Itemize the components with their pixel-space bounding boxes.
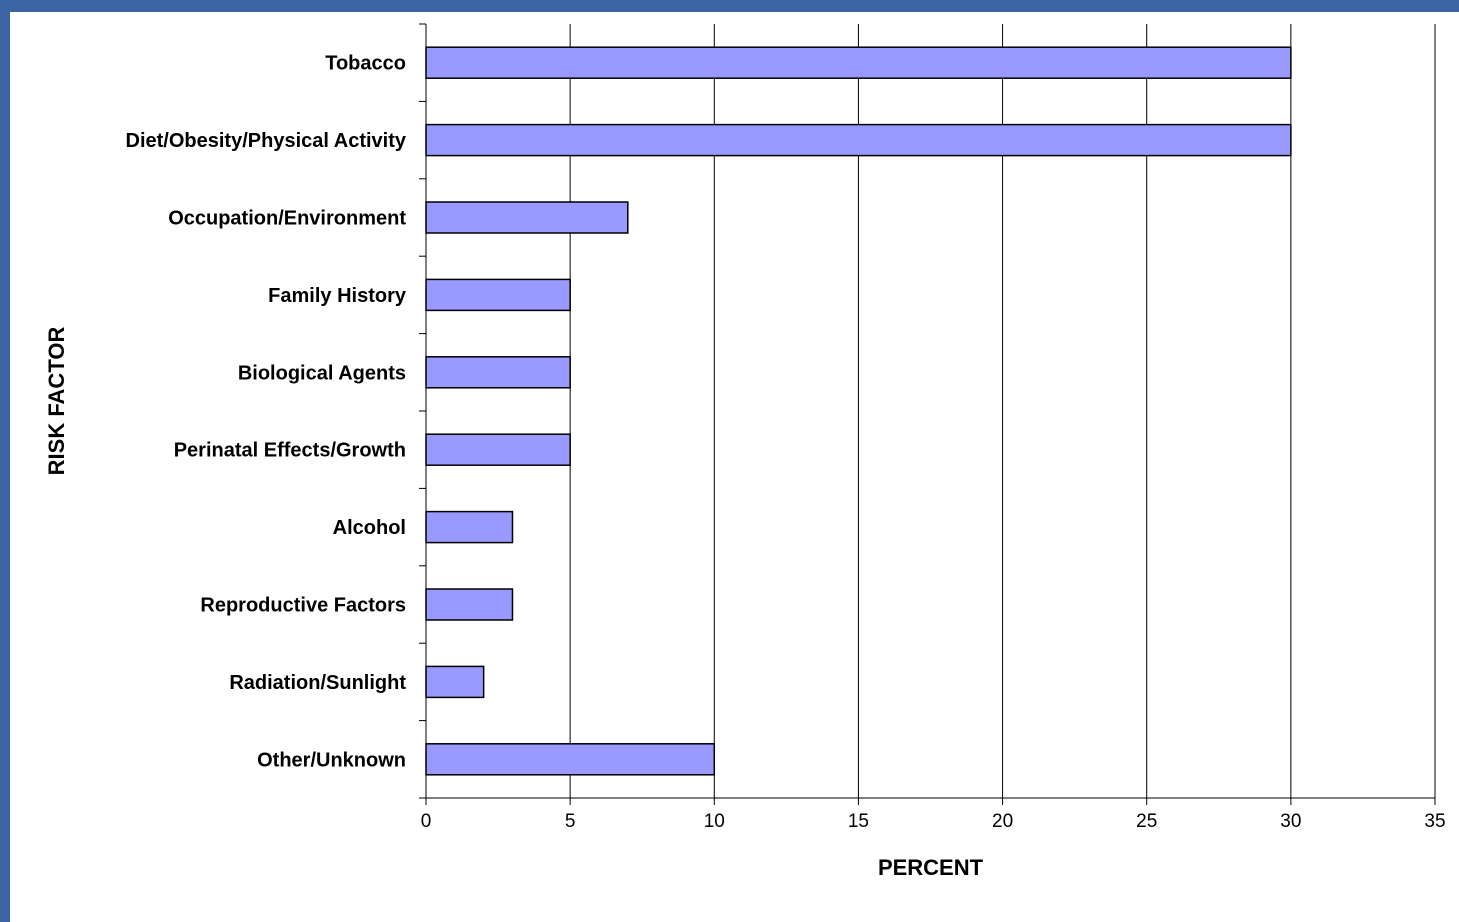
chart-frame: 0 5 10 15 20 25 30 35 Tobacco Diet/Obesity/Physic…	[10, 12, 1459, 922]
bar	[425, 510, 514, 544]
axes	[419, 23, 1436, 805]
x-tick-label: 5	[565, 811, 576, 832]
bar	[425, 433, 571, 466]
bar-chart: 0 5 10 15 20 25 30 35 Tobacco Diet/Obesity/Physic…	[44, 23, 1446, 880]
labels: 0 5 10 15 20 25 30 35 Tobacco Diet/Obesity/Physic…	[126, 53, 1446, 832]
x-tick-label: 10	[704, 811, 725, 832]
bars	[425, 46, 1292, 776]
category-label: Family History	[268, 285, 407, 307]
y-axis-title: RISK FACTOR	[44, 327, 69, 476]
bar	[425, 588, 514, 621]
x-tick-label: 35	[1424, 811, 1445, 832]
bar	[425, 743, 716, 776]
x-tick-label: 0	[421, 811, 432, 832]
category-label: Tobacco	[325, 53, 406, 75]
bar	[425, 356, 571, 389]
x-tick-label: 15	[848, 811, 869, 832]
x-tick-label: 30	[1280, 811, 1301, 832]
category-label: Radiation/Sunlight	[229, 672, 406, 694]
bar	[425, 201, 629, 234]
category-label: Perinatal Effects/Growth	[174, 440, 406, 462]
x-axis-title: PERCENT	[878, 855, 984, 880]
x-tick-label: 25	[1136, 811, 1157, 832]
bar	[425, 46, 1292, 79]
bar	[425, 123, 1292, 157]
category-label: Biological Agents	[238, 362, 406, 384]
category-label: Other/Unknown	[257, 749, 406, 771]
bar	[425, 665, 485, 699]
bar	[425, 278, 571, 312]
category-label: Alcohol	[333, 517, 406, 539]
x-tick-label: 20	[992, 811, 1013, 832]
category-label: Reproductive Factors	[200, 595, 406, 617]
category-label: Occupation/Environment	[168, 208, 406, 230]
category-label: Diet/Obesity/Physical Activity	[126, 130, 407, 152]
